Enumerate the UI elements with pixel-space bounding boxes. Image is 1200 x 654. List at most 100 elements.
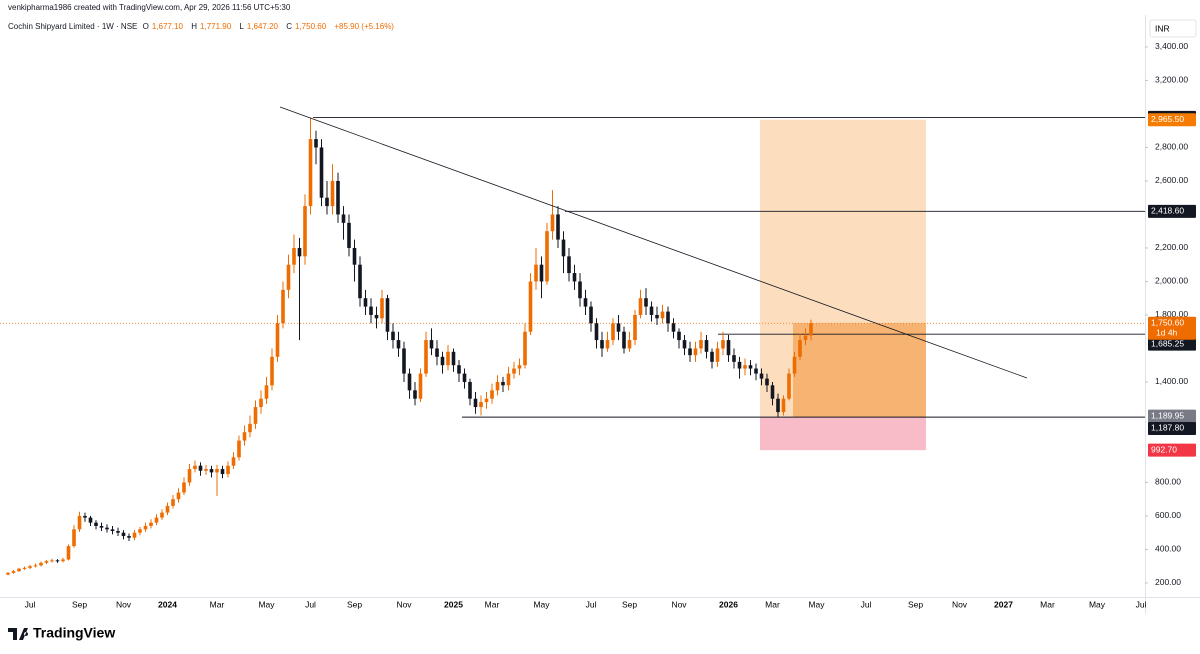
candle-body [468, 381, 472, 399]
x-tick-label: 2027 [994, 599, 1013, 609]
candle-body [325, 197, 329, 207]
candle-body [473, 398, 478, 408]
candle-body [50, 560, 54, 562]
candle-body [572, 273, 577, 282]
candle-body [83, 515, 87, 518]
x-tick-label: Mar [765, 599, 780, 609]
candle-body [644, 298, 648, 307]
candle-body [462, 373, 467, 382]
candle-body [374, 314, 379, 319]
legend-change: +85.90 (+5.16%) [334, 22, 394, 31]
candle-body [787, 373, 791, 399]
price-label: 1,685.25 [1151, 338, 1184, 348]
candle-body [517, 365, 522, 369]
candle-body [160, 512, 164, 518]
candle-body [567, 256, 571, 274]
candle-body [611, 323, 615, 341]
candle-body [165, 505, 170, 513]
candle-body [484, 398, 489, 403]
candle-body [770, 385, 775, 399]
candle-body [583, 298, 588, 307]
y-tick-label: 3,400.00 [1155, 41, 1188, 51]
x-tick-label: May [258, 599, 275, 609]
price-label: 1,750.60 [1151, 317, 1184, 327]
candle-body [561, 239, 566, 257]
y-tick-label: 3,200.00 [1155, 75, 1188, 85]
y-tick-label: 2,600.00 [1155, 175, 1188, 185]
candle-body [501, 381, 505, 386]
candle-body [358, 264, 362, 299]
candle-body [600, 340, 604, 349]
candle-body [171, 499, 175, 506]
candle-body [391, 331, 395, 341]
candle-body [187, 469, 192, 483]
y-tick-label: 2,800.00 [1155, 142, 1188, 152]
logo: TradingView [8, 625, 115, 641]
candle-body [605, 340, 610, 349]
candle-body [72, 529, 76, 547]
x-tick-label: May [533, 599, 550, 609]
candle-body [737, 361, 742, 369]
candle-body [297, 247, 302, 257]
x-tick-label: 2026 [719, 599, 738, 609]
candle-body [226, 465, 230, 475]
candle-body [66, 546, 71, 560]
y-tick-label: 2,200.00 [1155, 242, 1188, 252]
candle-body [710, 351, 714, 362]
x-tick-label: Nov [396, 599, 412, 609]
candle-body [253, 407, 258, 424]
legend-value: 1,750.60 [295, 22, 327, 31]
candle-body [660, 311, 665, 319]
candle-body [418, 373, 423, 399]
candle-body [28, 566, 32, 568]
candle-body [77, 515, 82, 530]
candle-body [715, 348, 720, 362]
candle-body [259, 398, 263, 408]
candle-body [495, 381, 500, 391]
y-tick-label: 600.00 [1155, 510, 1181, 520]
candle-body [743, 365, 747, 369]
price-label: 992.70 [1151, 444, 1177, 454]
candle-body [138, 529, 142, 533]
candle-body [204, 469, 208, 471]
candle-body [759, 373, 764, 379]
x-tick-label: Jul [586, 599, 597, 609]
y-tick-label: 400.00 [1155, 544, 1181, 554]
x-tick-label: Jul [861, 599, 872, 609]
y-tick-label: 200.00 [1155, 577, 1181, 587]
candle-body [589, 306, 593, 324]
candle-body [110, 529, 115, 532]
candle-body [622, 331, 626, 349]
candle-body [429, 340, 434, 349]
candle-body [446, 351, 450, 366]
candle-body [798, 340, 802, 357]
price-label: 1,187.80 [1151, 423, 1184, 433]
candle-body [132, 532, 137, 538]
candle-body [512, 368, 516, 374]
candle-body [765, 378, 769, 386]
x-tick-label: Nov [116, 599, 132, 609]
candle-body [534, 264, 538, 282]
candle-body [666, 311, 670, 324]
candle-body [308, 139, 313, 207]
x-tick-label: Jul [305, 599, 316, 609]
candle-body [264, 385, 269, 399]
candle-body [369, 306, 373, 315]
candle-body [726, 340, 731, 356]
x-tick-label: 2024 [158, 599, 177, 609]
price-label: 2,965.50 [1151, 114, 1184, 124]
candle-body [396, 340, 401, 349]
candle-body [193, 465, 197, 470]
candle-body [792, 356, 797, 374]
candle-body [270, 356, 274, 386]
price-label-box [1148, 316, 1196, 340]
candle-body [94, 522, 98, 526]
candle-body [198, 465, 203, 471]
candle-body [182, 482, 186, 493]
x-tick-label: Mar [485, 599, 500, 609]
candle-body [754, 368, 758, 374]
candle-body [105, 527, 109, 530]
candle-body [352, 247, 357, 265]
x-tick-label: Jul [25, 599, 36, 609]
